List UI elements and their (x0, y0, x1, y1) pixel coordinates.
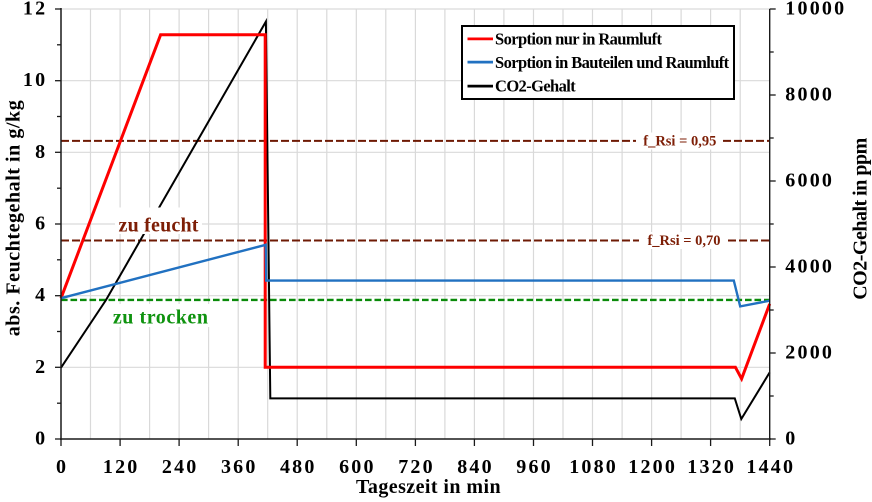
svg-text:10000: 10000 (785, 0, 846, 20)
svg-text:600: 600 (339, 456, 376, 478)
svg-text:f_Rsi = 0,70: f_Rsi = 0,70 (647, 233, 720, 249)
svg-text:1440: 1440 (746, 456, 795, 478)
svg-text:2: 2 (35, 356, 47, 378)
svg-text:960: 960 (516, 456, 553, 478)
svg-text:Sorption nur in Raumluft: Sorption nur in Raumluft (495, 30, 662, 49)
svg-text:720: 720 (398, 456, 435, 478)
svg-text:0: 0 (785, 428, 797, 450)
svg-text:4000: 4000 (785, 256, 834, 278)
svg-text:abs. Feuchtegehalt in g/kg: abs. Feuchtegehalt in g/kg (2, 100, 24, 337)
svg-text:480: 480 (280, 456, 317, 478)
svg-text:6: 6 (35, 213, 47, 235)
svg-text:CO2-Gehalt in ppm: CO2-Gehalt in ppm (850, 137, 872, 299)
svg-text:0: 0 (35, 428, 47, 450)
svg-text:840: 840 (457, 456, 494, 478)
svg-text:12: 12 (23, 0, 47, 20)
svg-text:zu trocken: zu trocken (113, 306, 209, 328)
svg-text:10: 10 (23, 69, 47, 91)
svg-text:2000: 2000 (785, 342, 834, 364)
svg-text:0: 0 (56, 456, 68, 478)
svg-text:360: 360 (221, 456, 258, 478)
svg-text:zu feucht: zu feucht (119, 215, 199, 237)
svg-text:CO2-Gehalt: CO2-Gehalt (495, 76, 576, 95)
svg-text:Tageszeit in min: Tageszeit in min (356, 476, 501, 498)
svg-text:240: 240 (162, 456, 199, 478)
svg-text:8: 8 (35, 141, 47, 163)
svg-text:1320: 1320 (687, 456, 736, 478)
svg-text:120: 120 (103, 456, 140, 478)
svg-text:Sorption in Bauteilen und Raum: Sorption in Bauteilen und Raumluft (495, 53, 730, 72)
svg-text:8000: 8000 (785, 84, 834, 106)
svg-text:1200: 1200 (628, 456, 677, 478)
svg-text:6000: 6000 (785, 170, 834, 192)
svg-text:f_Rsi = 0,95: f_Rsi = 0,95 (643, 133, 716, 149)
svg-text:4: 4 (35, 284, 47, 306)
svg-text:1080: 1080 (569, 456, 618, 478)
